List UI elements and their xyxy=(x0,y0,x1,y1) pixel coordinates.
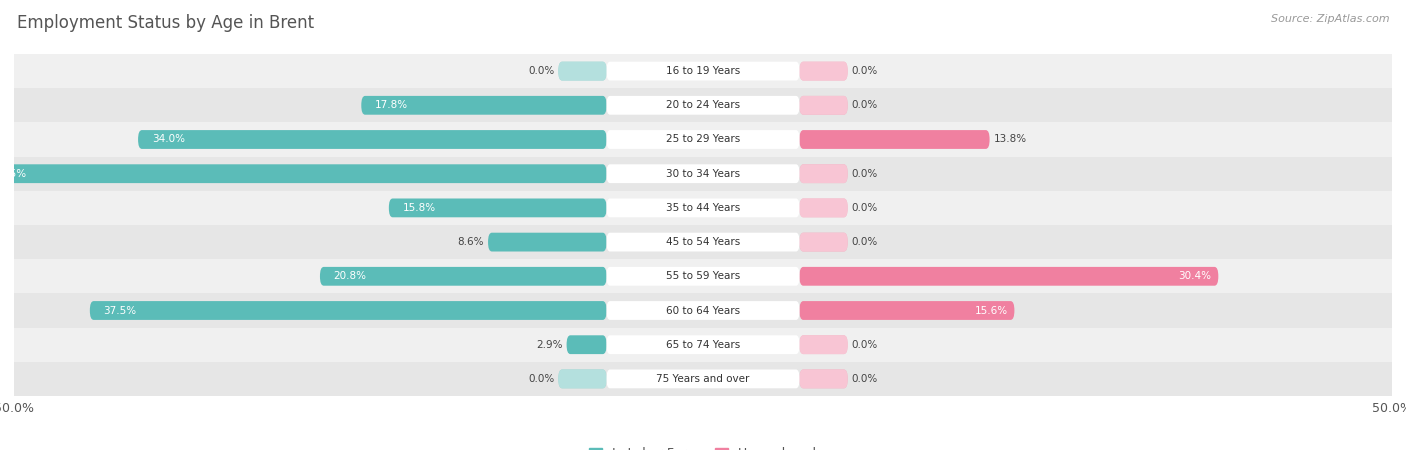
Text: 30.4%: 30.4% xyxy=(1178,271,1212,281)
FancyBboxPatch shape xyxy=(558,369,606,388)
FancyBboxPatch shape xyxy=(606,301,800,320)
Text: 30 to 34 Years: 30 to 34 Years xyxy=(666,169,740,179)
FancyBboxPatch shape xyxy=(14,122,1392,157)
FancyBboxPatch shape xyxy=(606,96,800,115)
FancyBboxPatch shape xyxy=(606,198,800,217)
Text: 0.0%: 0.0% xyxy=(527,66,554,76)
Text: 45 to 54 Years: 45 to 54 Years xyxy=(666,237,740,247)
Text: 2.9%: 2.9% xyxy=(536,340,562,350)
Text: 55 to 59 Years: 55 to 59 Years xyxy=(666,271,740,281)
FancyBboxPatch shape xyxy=(14,88,1392,122)
Text: 0.0%: 0.0% xyxy=(852,66,879,76)
Legend: In Labor Force, Unemployed: In Labor Force, Unemployed xyxy=(583,442,823,450)
Text: 15.8%: 15.8% xyxy=(402,203,436,213)
Text: 0.0%: 0.0% xyxy=(852,203,879,213)
Text: 0.0%: 0.0% xyxy=(852,374,879,384)
FancyBboxPatch shape xyxy=(389,198,606,217)
Text: 37.5%: 37.5% xyxy=(104,306,136,315)
FancyBboxPatch shape xyxy=(14,362,1392,396)
Text: 0.0%: 0.0% xyxy=(527,374,554,384)
FancyBboxPatch shape xyxy=(14,259,1392,293)
FancyBboxPatch shape xyxy=(800,96,848,115)
Text: 17.8%: 17.8% xyxy=(375,100,408,110)
FancyBboxPatch shape xyxy=(800,267,1219,286)
FancyBboxPatch shape xyxy=(800,62,848,81)
FancyBboxPatch shape xyxy=(606,164,800,183)
FancyBboxPatch shape xyxy=(14,191,1392,225)
FancyBboxPatch shape xyxy=(567,335,606,354)
Text: 25 to 29 Years: 25 to 29 Years xyxy=(666,135,740,144)
Text: 16 to 19 Years: 16 to 19 Years xyxy=(666,66,740,76)
FancyBboxPatch shape xyxy=(800,233,848,252)
FancyBboxPatch shape xyxy=(14,328,1392,362)
Text: 8.6%: 8.6% xyxy=(457,237,484,247)
FancyBboxPatch shape xyxy=(606,267,800,286)
FancyBboxPatch shape xyxy=(558,62,606,81)
Text: 75 Years and over: 75 Years and over xyxy=(657,374,749,384)
Text: 20.8%: 20.8% xyxy=(333,271,367,281)
FancyBboxPatch shape xyxy=(800,62,848,81)
Text: 60 to 64 Years: 60 to 64 Years xyxy=(666,306,740,315)
FancyBboxPatch shape xyxy=(14,54,1392,88)
Text: Employment Status by Age in Brent: Employment Status by Age in Brent xyxy=(17,14,314,32)
FancyBboxPatch shape xyxy=(800,369,848,388)
Text: 20 to 24 Years: 20 to 24 Years xyxy=(666,100,740,110)
FancyBboxPatch shape xyxy=(800,130,990,149)
Text: Source: ZipAtlas.com: Source: ZipAtlas.com xyxy=(1271,14,1389,23)
FancyBboxPatch shape xyxy=(800,369,848,388)
Text: 13.8%: 13.8% xyxy=(994,135,1026,144)
FancyBboxPatch shape xyxy=(606,335,800,354)
FancyBboxPatch shape xyxy=(606,130,800,149)
FancyBboxPatch shape xyxy=(361,96,606,115)
FancyBboxPatch shape xyxy=(14,293,1392,328)
FancyBboxPatch shape xyxy=(800,301,1014,320)
FancyBboxPatch shape xyxy=(800,335,848,354)
FancyBboxPatch shape xyxy=(800,198,848,217)
FancyBboxPatch shape xyxy=(321,267,606,286)
FancyBboxPatch shape xyxy=(606,62,800,81)
FancyBboxPatch shape xyxy=(488,233,606,252)
FancyBboxPatch shape xyxy=(606,233,800,252)
FancyBboxPatch shape xyxy=(800,164,848,183)
FancyBboxPatch shape xyxy=(800,233,848,252)
FancyBboxPatch shape xyxy=(138,130,606,149)
FancyBboxPatch shape xyxy=(800,164,848,183)
FancyBboxPatch shape xyxy=(558,62,606,81)
Text: 0.0%: 0.0% xyxy=(852,340,879,350)
Text: 35 to 44 Years: 35 to 44 Years xyxy=(666,203,740,213)
Text: 0.0%: 0.0% xyxy=(852,169,879,179)
FancyBboxPatch shape xyxy=(14,157,1392,191)
Text: 0.0%: 0.0% xyxy=(852,237,879,247)
Text: 34.0%: 34.0% xyxy=(152,135,184,144)
Text: 15.6%: 15.6% xyxy=(974,306,1008,315)
FancyBboxPatch shape xyxy=(90,301,606,320)
FancyBboxPatch shape xyxy=(606,369,800,388)
FancyBboxPatch shape xyxy=(558,369,606,388)
FancyBboxPatch shape xyxy=(800,198,848,217)
FancyBboxPatch shape xyxy=(14,225,1392,259)
Text: 45.5%: 45.5% xyxy=(0,169,27,179)
FancyBboxPatch shape xyxy=(800,335,848,354)
FancyBboxPatch shape xyxy=(800,96,848,115)
Text: 65 to 74 Years: 65 to 74 Years xyxy=(666,340,740,350)
FancyBboxPatch shape xyxy=(0,164,606,183)
Text: 0.0%: 0.0% xyxy=(852,100,879,110)
